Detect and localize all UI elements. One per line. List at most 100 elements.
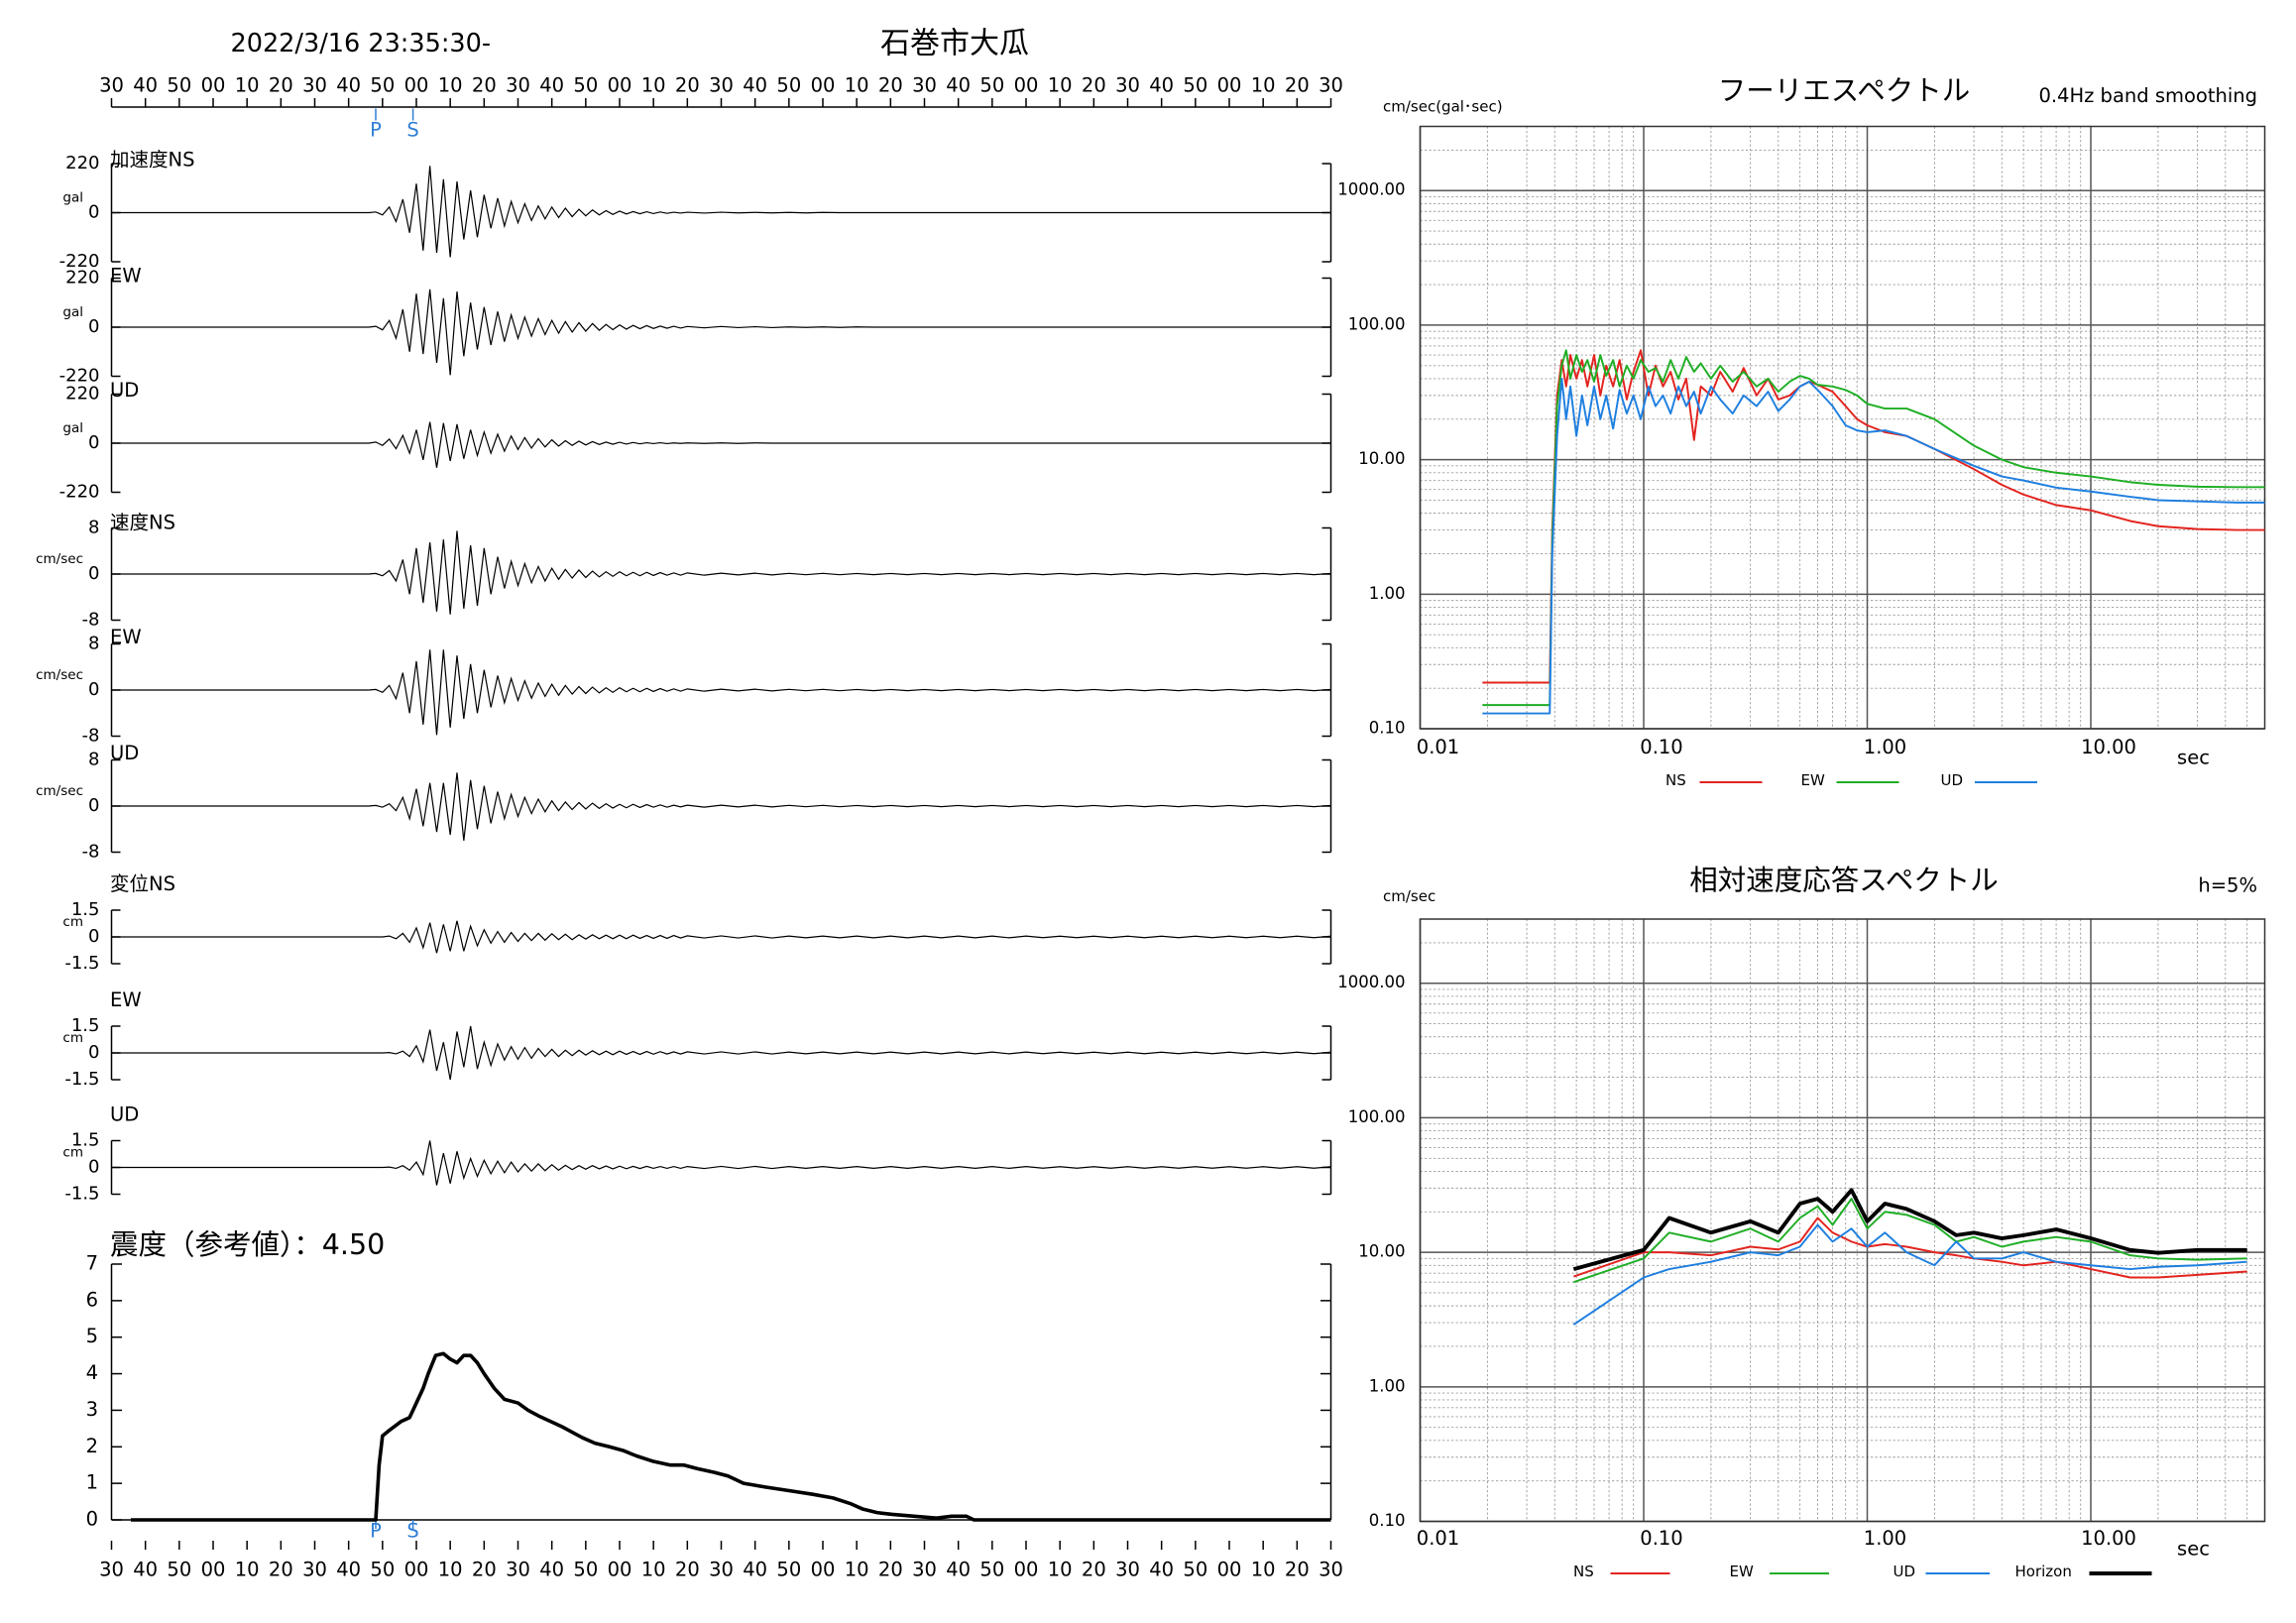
x-axis-unit: sec [2177,747,2210,769]
chart-subtitle: 0.4Hz band smoothing [2038,84,2257,107]
x-tick-label: 10 [1048,1559,1073,1581]
plot-frame [1419,918,2266,1523]
unit-label: cm/sec [36,551,83,567]
x-tick-label: 50 [370,1559,395,1581]
x-tick-label: 20 [878,74,903,97]
y-tick-label: 10.00 [1358,1242,1405,1261]
x-tick-label: 10 [641,74,666,97]
x-tick-label: 40 [946,74,971,97]
y-tick-label: 220 [65,384,99,405]
x-tick-label: 30 [302,1559,327,1581]
y-tick-label: 5 [86,1325,98,1347]
y-axis-unit: cm/sec [1383,887,1435,905]
x-tick-label: 20 [1285,1559,1310,1581]
x-tick-label: 10.00 [2081,736,2136,758]
x-tick-label: 10 [235,1559,260,1581]
x-tick-label: 40 [539,1559,564,1581]
x-tick-label: 20 [269,74,293,97]
panel-label: UD [110,379,139,402]
y-tick-label: 1.5 [71,1015,100,1036]
y-tick-label: 1.00 [1369,584,1406,603]
spectrum-line [1482,349,2265,707]
waveform [111,1025,1331,1081]
unit-label: cm [62,1030,83,1046]
x-tick-label: 10 [1251,1559,1276,1581]
x-tick-label: 20 [472,74,497,97]
unit-label: gal [62,304,83,320]
y-tick-label: -220 [59,366,100,387]
x-tick-label: 50 [1183,1559,1207,1581]
y-tick-label: 220 [65,153,99,174]
waveform [111,166,1331,258]
y-tick-label: 1 [86,1471,98,1494]
station-name: 石巻市大瓜 [880,27,1029,61]
x-tick-label: 50 [979,1559,1004,1581]
legend-label: UD [1894,1563,1916,1580]
x-tick-label: 00 [404,1559,429,1581]
x-tick-label: 50 [979,74,1004,97]
x-tick-label: 20 [1082,74,1106,97]
y-tick-label: 220 [65,268,99,289]
chart-title: 震度（参考値）：4.50 [110,1228,385,1261]
y-tick-label: -8 [82,610,100,631]
x-tick-label: 30 [1115,74,1140,97]
x-tick-label: 30 [1319,1559,1343,1581]
phase-label: P [370,1520,382,1543]
waveform [111,289,1331,376]
y-tick-label: 100.00 [1348,1107,1406,1126]
x-tick-label: 30 [1319,74,1343,97]
phase-label: S [406,1520,418,1543]
x-tick-label: 20 [878,1559,903,1581]
waveform [111,1140,1331,1186]
x-tick-label: 50 [1183,74,1207,97]
unit-label: gal [62,190,83,206]
x-tick-label: 10 [1048,74,1073,97]
x-tick-label: 30 [912,74,937,97]
y-tick-label: 1.5 [71,1130,100,1151]
y-tick-label: 3 [86,1398,98,1421]
y-tick-label: 0 [88,563,99,584]
y-tick-label: 0 [86,1508,98,1531]
y-tick-label: -1.5 [64,1184,99,1205]
x-tick-label: 40 [1149,1559,1174,1581]
x-tick-label: 1.00 [1864,736,1906,758]
x-tick-label: 20 [269,1559,293,1581]
x-tick-label: 50 [573,74,598,97]
waveform [111,421,1331,468]
x-tick-label: 20 [1082,1559,1106,1581]
chart-title: 相対速度応答スペクトル [1689,865,1999,897]
x-tick-label: 10 [845,1559,869,1581]
y-tick-label: 0 [88,432,99,453]
y-tick-label: 0 [88,202,99,223]
x-tick-label: 00 [1217,74,1242,97]
y-tick-label: 8 [88,518,99,538]
legend-label: EW [1730,1563,1754,1580]
x-tick-label: 10 [1251,74,1276,97]
legend-label: Horizon [2015,1563,2072,1580]
y-tick-label: 100.00 [1348,314,1406,333]
datetime: 2022/3/16 23:35:30- [231,29,492,58]
y-tick-label: 0.10 [1369,1511,1406,1530]
y-tick-label: -8 [82,842,100,863]
x-tick-label: 50 [370,74,395,97]
legend-label: NS [1573,1563,1594,1580]
chart-subtitle: h=5% [2198,874,2257,897]
y-tick-label: 6 [86,1288,98,1311]
x-tick-label: 00 [1014,74,1039,97]
x-tick-label: 40 [336,74,361,97]
x-tick-label: 20 [472,1559,497,1581]
legend-label: NS [1665,771,1686,789]
y-axis-unit: cm/sec(gal･sec) [1383,98,1503,116]
chart-title: フーリエスペクトル [1718,74,1971,107]
x-tick-label: 00 [811,74,836,97]
spectrum-line [1482,377,2265,715]
y-tick-label: 2 [86,1435,98,1457]
y-tick-label: 8 [88,634,99,654]
x-tick-label: 00 [608,74,632,97]
y-tick-label: -220 [59,251,100,272]
waveform [111,530,1331,615]
spectrum-line [1572,1223,2247,1326]
x-tick-label: 00 [201,1559,226,1581]
panel-label: EW [110,265,142,288]
